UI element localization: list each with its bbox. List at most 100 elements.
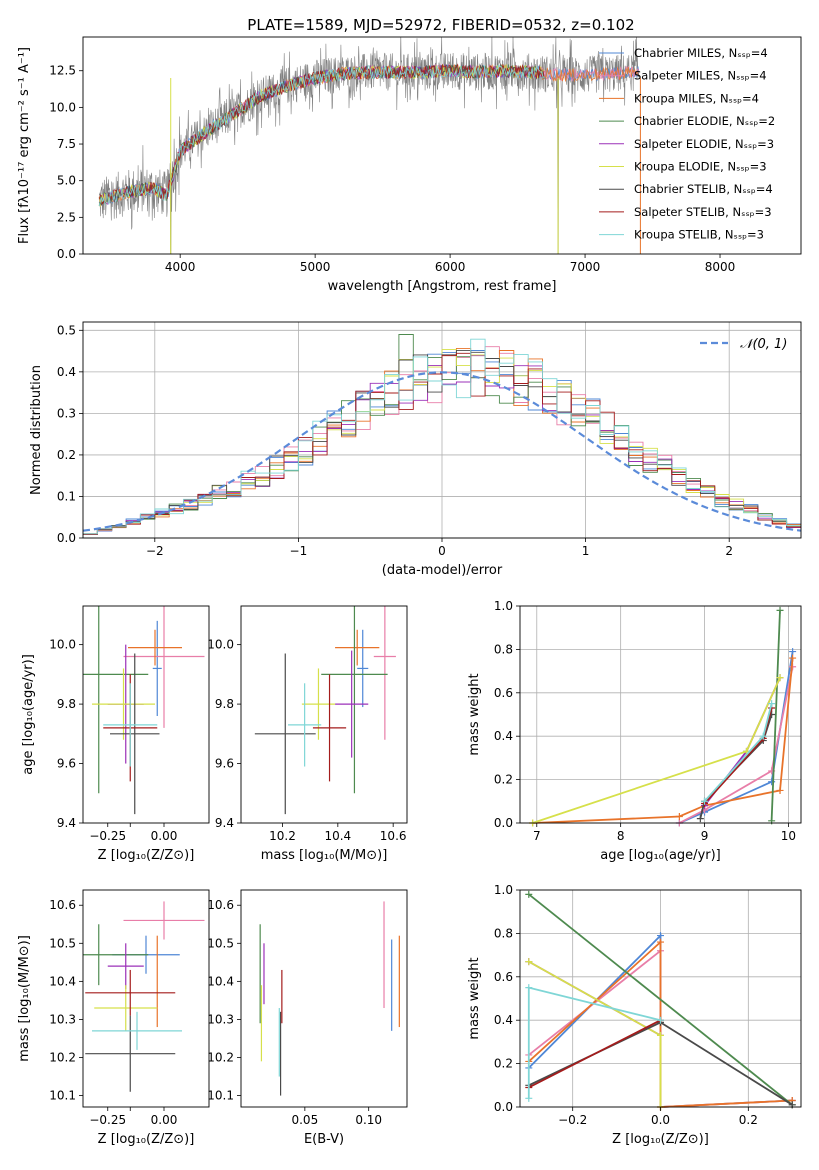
plot-area-age-vs-mass: [254, 606, 396, 815]
weight-marker: [657, 1016, 664, 1024]
y-tick-label: 9.4: [57, 816, 76, 830]
histogram-step: [83, 352, 801, 535]
legend-entry: Kroupa MILES, Nₛₛₚ=4: [634, 91, 759, 105]
y-tick-label: 1.0: [494, 883, 513, 897]
panel-weight-vs-Z: −0.2 0.0 0.2 0.0 0.2 0.4 0.6 0.8 1.0 Z [log₁₀(Z/Z…: [467, 883, 802, 1147]
x-tick-label: 0: [438, 544, 446, 558]
panel-spectrum: 4000 5000 6000 7000 8000 0.0 2.5 5.0 7.5 10.0 12.5…: [17, 36, 802, 294]
y-tick-label: 9.8: [215, 697, 234, 711]
y-tick-label: 5.0: [57, 174, 76, 188]
y-tick-label: 10.5: [49, 936, 76, 950]
errorbar-point: [288, 683, 322, 767]
errorbar-point: [85, 1015, 176, 1092]
weight-marker: [525, 890, 533, 898]
y-tick-label: 7.5: [57, 137, 76, 151]
y-axis-label: Flux [fλ10⁻¹⁷ erg cm⁻² s⁻¹ A⁻¹]: [17, 47, 32, 244]
axes-frame: [82, 36, 802, 255]
x-tick-label: 0.00: [151, 1113, 178, 1127]
y-tick-label: 10.4: [207, 974, 234, 988]
x-tick-label: 8: [617, 829, 625, 843]
panels: 4000 5000 6000 7000 80000.02.55.07.510.012.5…: [17, 36, 802, 1147]
axes-frame: [240, 605, 408, 824]
plot-area-weight-vs-age: [529, 606, 797, 827]
y-tick-label: 0.6: [494, 686, 513, 700]
plot-area-mass-vs-Z: [83, 901, 205, 1092]
residual-legend: 𝒩(0, 1): [700, 337, 787, 352]
weight-marker: [525, 1094, 533, 1102]
y-tick-label: 10.0: [207, 638, 234, 652]
x-tick-label: −2: [146, 544, 164, 558]
x-tick-label: 7: [533, 829, 541, 843]
weight-marker: [768, 700, 776, 708]
x-tick-label: 10.6: [380, 829, 407, 843]
weight-marker: [696, 815, 704, 823]
y-tick-label: 0.0: [494, 1100, 513, 1114]
panel-age-vs-mass: 10.2 10.4 10.6 9.4 9.6 9.8 10.0 mass [log₁₀(M/M…: [207, 605, 408, 863]
errorbar-point: [335, 650, 369, 758]
model-spectrum-line: [98, 64, 545, 207]
histogram-step: [83, 338, 801, 535]
x-tick-label: 5000: [300, 260, 331, 274]
y-tick-label: 10.3: [49, 1012, 76, 1026]
x-tick-label: 8000: [705, 260, 736, 274]
weight-marker: [657, 1031, 664, 1039]
y-tick-label: 0.2: [494, 1057, 513, 1071]
y-tick-label: 10.2: [207, 1051, 234, 1065]
x-tick-label: 0.00: [151, 829, 178, 843]
x-tick-label: 6000: [435, 260, 466, 274]
x-axis-label: age [log₁₀(age/yr)]: [600, 848, 721, 863]
errorbar-point: [107, 943, 144, 989]
panel-age-vs-Z: −0.25 0.00 9.4 9.6 9.8 10.0 Z [log₁₀(Z/Z⊙)] age…: [21, 605, 210, 863]
weight-marker: [525, 984, 533, 992]
y-tick-label: 10.6: [207, 898, 234, 912]
weight-line: [678, 666, 794, 824]
plot-area-mass-vs-ebv: [259, 901, 400, 1096]
legend-entry: Salpeter STELIB, Nₛₛₚ=3: [634, 205, 772, 219]
x-tick-label: 10: [781, 829, 796, 843]
y-tick-label: 10.1: [49, 1089, 76, 1103]
x-axis-label: Z [log₁₀(Z/Z⊙)]: [612, 1132, 709, 1147]
x-tick-label: 4000: [165, 260, 196, 274]
x-axis-label: (data-model)/error: [382, 563, 503, 578]
errorbar-point: [321, 606, 388, 794]
weight-marker: [789, 654, 797, 662]
y-tick-label: 0.1: [57, 489, 76, 503]
errorbar-point: [85, 969, 176, 1016]
axes-frame: [519, 889, 802, 1108]
legend-entry: Chabrier ELODIE, Nₛₛₚ=2: [634, 114, 775, 128]
y-tick-label: 0.6: [494, 970, 513, 984]
errorbar-point: [110, 653, 160, 815]
weight-marker: [776, 786, 784, 794]
x-tick-label: 0.05: [291, 1113, 318, 1127]
y-tick-label: 10.0: [49, 100, 76, 114]
y-axis-label: mass weight: [467, 673, 482, 755]
x-tick-label: 10.2: [269, 829, 296, 843]
weight-line: [532, 658, 794, 824]
plot-area-weight-vs-Z: [525, 890, 796, 1111]
y-tick-label: 0.8: [494, 926, 513, 940]
weight-line: [528, 1019, 661, 1089]
x-tick-label: 0.2: [739, 1113, 758, 1127]
weight-marker: [776, 674, 784, 682]
y-axis-label: mass [log₁₀(M/M⊙)]: [17, 935, 32, 1062]
y-tick-label: 10.3: [207, 1012, 234, 1026]
errorbar-point: [373, 606, 396, 740]
panel-weight-vs-age: 7 8 9 10 0.0 0.2 0.4 0.6 0.8 1.0 age [log₁₀(age/yr…: [467, 599, 802, 863]
y-tick-label: 9.6: [215, 757, 234, 771]
errorbar-point: [94, 985, 158, 1031]
panel-mass-vs-ebv: 0.05 0.10 10.1 10.2 10.3 10.4 10.5 10.6 E(B-V): [207, 889, 408, 1147]
plot-area-age-vs-Z: [83, 606, 205, 815]
x-tick-label: 1: [582, 544, 590, 558]
x-axis-label: Z [log₁₀(Z/Z⊙)]: [98, 848, 195, 863]
weight-marker: [675, 812, 683, 820]
weight-marker: [701, 797, 709, 805]
errorbar-point: [128, 629, 182, 666]
y-tick-label: 0.2: [57, 448, 76, 462]
errorbar-point: [335, 629, 380, 666]
errorbar-point: [103, 683, 158, 767]
legend-entry: Salpeter MILES, Nₛₛₚ=4: [634, 69, 767, 83]
y-tick-label: 0.2: [494, 773, 513, 787]
axes-frame: [82, 321, 802, 539]
weight-marker: [759, 732, 767, 740]
weight-marker: [525, 958, 533, 966]
